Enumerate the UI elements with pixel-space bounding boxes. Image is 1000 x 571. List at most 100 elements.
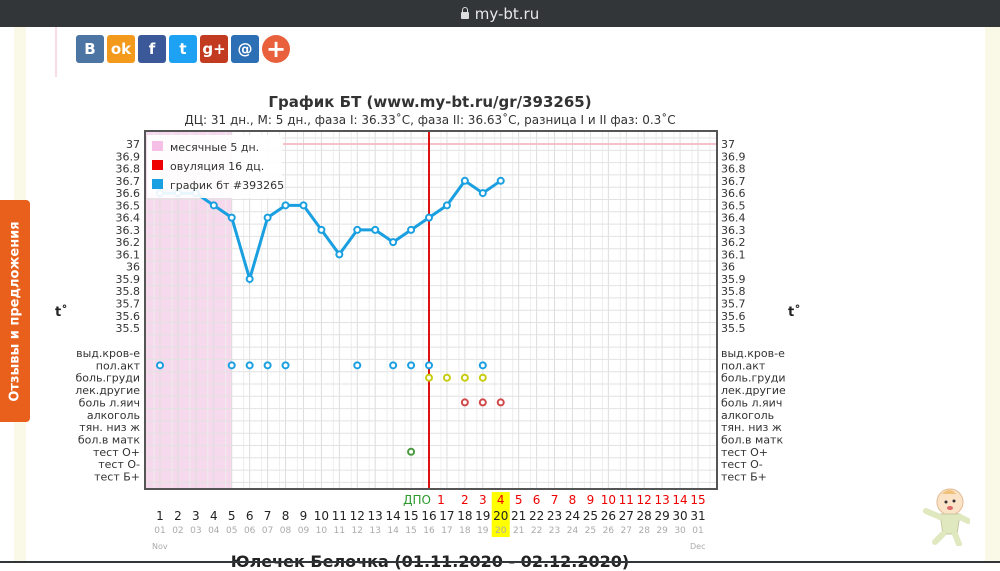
date-tick: 30: [674, 526, 686, 536]
temperature-point: [442, 201, 451, 210]
share-facebook-button[interactable]: f: [138, 35, 166, 63]
date-tick: 01: [692, 526, 703, 536]
temperature-point: [299, 201, 308, 210]
dpo-tick: 15: [690, 493, 705, 507]
cycle-day-tick: 10: [314, 509, 329, 523]
temperature-point: [227, 213, 236, 222]
date-tick: 05: [226, 526, 237, 536]
symptom-label-right: алкоголь: [721, 409, 774, 422]
share-twitter-button[interactable]: t: [169, 35, 197, 63]
y-tick-right: 36.2: [721, 236, 746, 249]
y-tick-right: 35.8: [721, 285, 746, 298]
legend-label: график бт #393265: [170, 179, 284, 192]
y-tick-left: 36.1: [116, 248, 141, 261]
y-tick-right: 36.1: [721, 248, 746, 261]
cycle-day-tick: 3: [192, 509, 200, 523]
dpo-tick: 4: [497, 493, 505, 507]
legend-label: месячные 5 дн.: [170, 141, 259, 154]
page-margin-right: [985, 27, 1000, 563]
temperature-point: [335, 250, 344, 259]
symptom-marker: [478, 373, 487, 382]
symptom-marker: [389, 361, 398, 370]
symptom-marker: [425, 361, 433, 370]
dpo-tick: 14: [672, 493, 687, 507]
cycle-day-tick: 26: [601, 509, 616, 523]
dpo-tick: 6: [533, 493, 541, 507]
cycle-day-tick: 13: [368, 509, 383, 523]
browser-address-bar[interactable]: my-bt.ru: [0, 0, 1000, 27]
month-end-label: Dec: [690, 542, 705, 551]
cycle-day-tick: 1: [156, 509, 164, 523]
symptom-label-left: тян. низ ж: [79, 421, 140, 434]
share-mail-button[interactable]: @: [231, 35, 259, 63]
temperature-point: [317, 225, 326, 234]
legend-swatch: [152, 141, 163, 151]
y-tick-right: 36.6: [721, 187, 746, 200]
date-tick: 01: [154, 526, 165, 536]
share-more-button[interactable]: +: [262, 35, 290, 63]
temperature-point: [353, 225, 362, 234]
symptom-marker: [496, 398, 505, 407]
bottom-bar: [0, 561, 1000, 563]
share-google-plus-button[interactable]: g+: [200, 35, 228, 63]
symptom-marker: [478, 398, 487, 407]
date-tick: 22: [531, 526, 542, 536]
y-tick-left: 36.9: [116, 150, 141, 163]
symptom-label-left: пол.акт: [96, 359, 141, 372]
temperature-point: [245, 274, 254, 283]
cycle-day-tick: 12: [350, 509, 365, 523]
date-tick: 13: [369, 526, 380, 536]
url-text: my-bt.ru: [474, 4, 540, 23]
y-tick-left: 36.2: [116, 236, 141, 249]
share-odnoklassniki-button[interactable]: ok: [107, 35, 135, 63]
symptom-label-left: боль.груди: [75, 372, 140, 385]
feedback-tab[interactable]: Отзывы и предложения: [0, 200, 30, 422]
date-tick: 02: [172, 526, 183, 536]
cycle-day-tick: 5: [228, 509, 236, 523]
temperature-point: [371, 225, 380, 234]
y-tick-right: 36.5: [721, 199, 746, 212]
cycle-day-tick: 14: [385, 509, 400, 523]
legend-swatch: [152, 179, 163, 189]
y-tick-left: 36.7: [116, 175, 141, 188]
date-tick: 18: [459, 526, 471, 536]
cycle-day-tick: 24: [565, 509, 580, 523]
symptom-label-right: тян. низ ж: [721, 421, 782, 434]
cycle-day-tick: 19: [475, 509, 490, 523]
temperature-point: [209, 201, 218, 210]
date-tick: 08: [280, 526, 292, 536]
symptom-label-right: выд.кров-е: [721, 347, 785, 360]
y-tick-right: 35.5: [721, 322, 746, 335]
dpo-tick: 13: [654, 493, 669, 507]
date-tick: 23: [549, 526, 560, 536]
date-tick: 06: [244, 526, 256, 536]
date-tick: 20: [495, 526, 507, 536]
date-tick: 17: [441, 526, 452, 536]
dpo-tick: 10: [601, 493, 616, 507]
y-tick-left: 35.9: [116, 273, 141, 286]
cycle-day-tick: 25: [583, 509, 598, 523]
cycle-day-tick: 11: [332, 509, 347, 523]
date-tick: 21: [513, 526, 524, 536]
cycle-day-tick: 21: [511, 509, 526, 523]
cycle-day-tick: 6: [246, 509, 254, 523]
y-tick-left: 36.4: [116, 212, 141, 225]
y-tick-left: 36.3: [116, 224, 141, 237]
chart-title: График БТ (www.my-bt.ru/gr/393265): [268, 93, 592, 111]
cycle-day-tick: 28: [637, 509, 652, 523]
cycle-day-tick: 16: [421, 509, 436, 523]
symptom-label-right: боль.груди: [721, 372, 786, 385]
y-tick-right: 36: [721, 261, 735, 274]
date-tick: 11: [334, 526, 345, 536]
y-tick-right: 36.8: [721, 163, 746, 176]
date-tick: 09: [298, 526, 310, 536]
symptom-label-right: тест О-: [721, 458, 763, 471]
dpo-tick: 2: [461, 493, 469, 507]
share-vk-button[interactable]: B: [76, 35, 104, 63]
symptom-label-left: выд.кров-е: [76, 347, 140, 360]
symptom-label-left: тест О-: [98, 458, 140, 471]
date-tick: 25: [585, 526, 596, 536]
symptom-label-right: лек.другие: [721, 384, 786, 397]
date-tick: 27: [621, 526, 632, 536]
